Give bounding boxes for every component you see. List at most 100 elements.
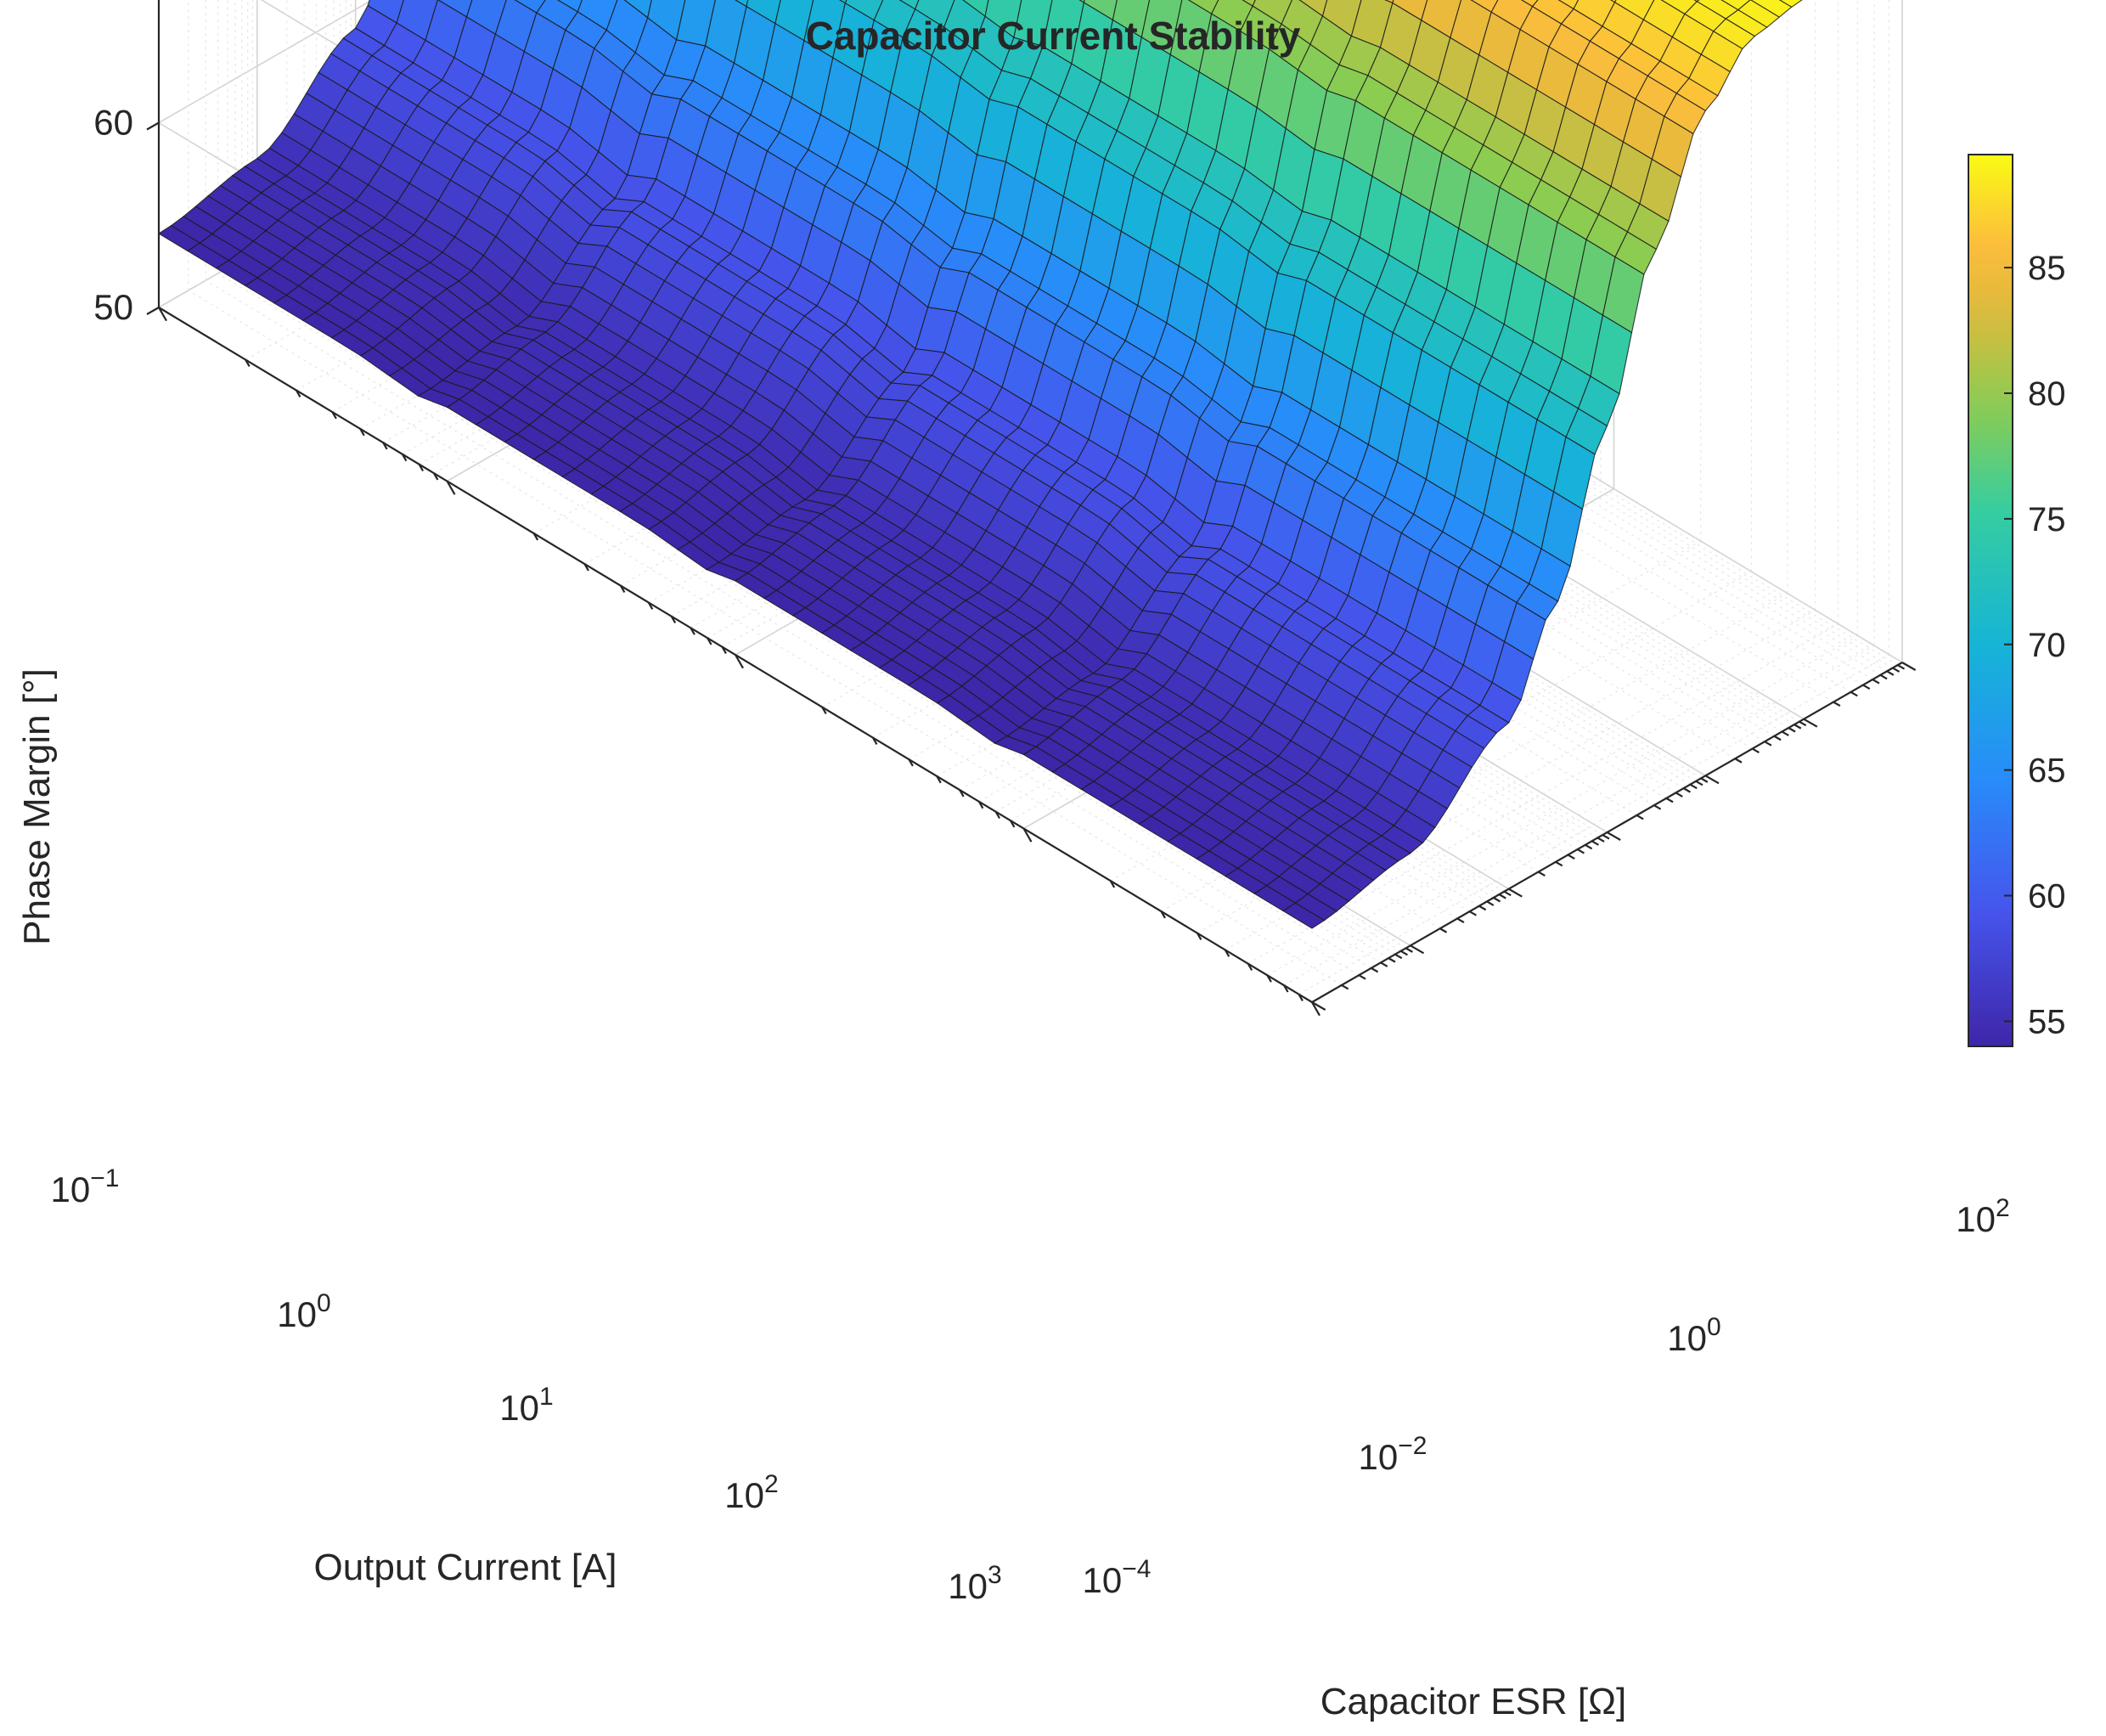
- y-tick: [1567, 854, 1575, 860]
- y-tick: [1585, 843, 1593, 850]
- x-tick: [1298, 994, 1304, 1002]
- x-tick-label: 103: [948, 1561, 1001, 1606]
- y-axis-label: Capacitor ESR [Ω]: [1320, 1681, 1627, 1722]
- y-tick: [1734, 758, 1743, 764]
- y-tick: [1897, 664, 1906, 670]
- y-tick: [1311, 1001, 1326, 1011]
- x-tick: [707, 637, 712, 645]
- y-tick: [1456, 917, 1465, 923]
- z-tick: [146, 121, 160, 131]
- y-tick: [1799, 720, 1807, 727]
- x-tick: [446, 480, 456, 495]
- x-tick: [1109, 880, 1116, 888]
- x-tick: [583, 563, 589, 572]
- x-tick: [1311, 1001, 1320, 1017]
- colorbar-tick-label: 75: [2028, 501, 2066, 538]
- surface-layer: [157, 0, 1803, 929]
- y-tick-label: 102: [1956, 1194, 2009, 1239]
- x-tick: [959, 789, 965, 798]
- x-tick: [433, 472, 439, 481]
- x-tick: [359, 428, 365, 437]
- y-tick: [1602, 834, 1610, 840]
- y-tick: [1591, 840, 1599, 846]
- y-tick: [1341, 984, 1349, 990]
- colorbar-tick-label: 80: [2028, 375, 2066, 413]
- x-tick-label: 101: [499, 1383, 553, 1428]
- y-tick: [1439, 927, 1448, 933]
- y-tick: [1537, 871, 1546, 877]
- x-tick: [619, 585, 626, 593]
- x-tick: [1266, 974, 1272, 983]
- y-tick: [1850, 690, 1858, 697]
- x-tick: [647, 601, 654, 610]
- y-tick: [1358, 974, 1366, 980]
- y-tick: [1683, 787, 1692, 793]
- x-tick: [821, 707, 827, 714]
- x-tick: [994, 811, 1001, 820]
- y-tick: [1410, 944, 1425, 955]
- x-tick: [977, 801, 984, 809]
- surface-patch: [1281, 902, 1326, 929]
- colorbar: [1968, 154, 2013, 1047]
- x-tick: [908, 758, 914, 767]
- y-tick-label: 10−4: [1083, 1555, 1152, 1600]
- z-tick: [146, 307, 160, 315]
- y-tick: [1388, 957, 1396, 963]
- y-tick: [1503, 890, 1512, 897]
- y-tick: [1773, 735, 1782, 741]
- surface-patch: [1557, 0, 1580, 10]
- y-tick: [1689, 783, 1698, 790]
- y-tick: [1879, 674, 1888, 680]
- surface-patch: [1778, 0, 1803, 8]
- y-tick: [1793, 724, 1802, 730]
- x-tick-label: 102: [724, 1470, 778, 1515]
- chart-title: Capacitor Current Stability: [806, 14, 1301, 58]
- x-tick-label: 100: [277, 1289, 330, 1334]
- y-tick: [1486, 900, 1495, 906]
- x-tick-label: 10−1: [51, 1164, 120, 1209]
- y-tick: [1901, 662, 1917, 671]
- y-tick: [1695, 780, 1703, 786]
- x-tick: [1247, 963, 1253, 972]
- y-tick: [1764, 741, 1772, 747]
- z-axis-label: Phase Margin [°]: [16, 668, 58, 945]
- x-tick: [872, 737, 878, 745]
- grid-line-y: [188, 290, 1343, 986]
- y-tick: [1803, 718, 1818, 728]
- x-tick: [401, 454, 408, 462]
- y-tick: [1862, 684, 1871, 690]
- y-tick: [1653, 804, 1662, 810]
- y-tick-label: 100: [1667, 1313, 1720, 1358]
- x-tick: [1022, 827, 1033, 843]
- y-tick: [1892, 667, 1900, 673]
- y-tick: [1872, 679, 1880, 685]
- y-tick: [1596, 837, 1605, 843]
- colorbar-tick-label: 65: [2028, 752, 2066, 790]
- y-tick: [1371, 967, 1379, 973]
- y-tick: [1788, 727, 1796, 733]
- x-tick: [936, 775, 942, 784]
- y-tick: [1833, 701, 1841, 707]
- y-tick: [1400, 950, 1408, 956]
- y-tick: [1675, 792, 1683, 798]
- y-tick: [1606, 831, 1621, 841]
- x-tick: [331, 411, 337, 420]
- y-tick: [1665, 797, 1674, 803]
- y-tick: [1636, 814, 1644, 820]
- y-tick: [1752, 747, 1760, 753]
- x-tick: [1010, 820, 1016, 828]
- y-tick: [1704, 775, 1720, 785]
- x-tick: [1224, 949, 1230, 957]
- colorbar-layer: 55 60 65 70 75 80 85: [1968, 154, 2066, 1047]
- colorbar-tick-label: 55: [2028, 1003, 2066, 1040]
- x-tick: [735, 654, 744, 669]
- y-tick: [1508, 888, 1523, 898]
- y-tick: [1469, 910, 1477, 916]
- x-tick: [158, 307, 167, 322]
- x-axis-label: Output Current [A]: [313, 1547, 617, 1588]
- colorbar-tick-label: 70: [2028, 627, 2066, 664]
- y-tick: [1394, 953, 1403, 960]
